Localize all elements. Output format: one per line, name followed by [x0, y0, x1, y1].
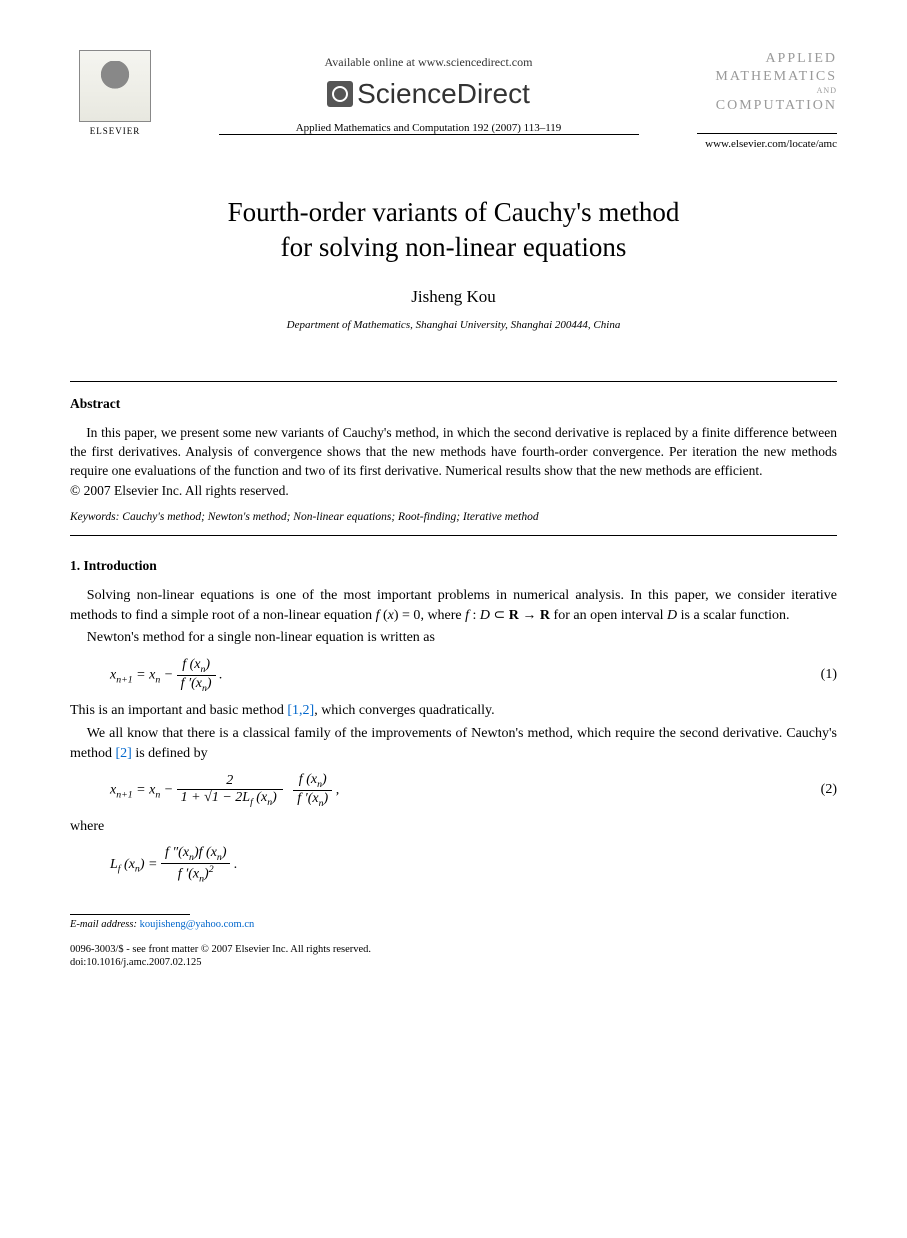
title-line-1: Fourth-order variants of Cauchy's method: [228, 197, 680, 227]
available-online-text: Available online at www.sciencedirect.co…: [160, 55, 697, 70]
paper-title: Fourth-order variants of Cauchy's method…: [70, 195, 837, 265]
copyright-line: © 2007 Elsevier Inc. All rights reserved…: [70, 483, 837, 499]
equation-1: xn+1 = xn − f (xn) f ′(xn) . (1): [110, 657, 837, 694]
locate-url: www.elsevier.com/locate/amc: [697, 133, 837, 150]
paragraph: We all know that there is a classical fa…: [70, 724, 837, 765]
equation-number: (2): [797, 782, 837, 798]
journal-logo-line: APPLIED: [697, 50, 837, 68]
journal-logo-block: APPLIED MATHEMATICS AND COMPUTATION www.…: [697, 50, 837, 150]
equation-content: xn+1 = xn − f (xn) f ′(xn) .: [110, 657, 797, 694]
author-affiliation: Department of Mathematics, Shanghai Univ…: [70, 319, 837, 331]
email-label: E-mail address:: [70, 919, 137, 930]
equation-content: xn+1 = xn − 2 1 + √1 − 2Lf (xn) f (xn) f…: [110, 772, 797, 809]
elsevier-label: ELSEVIER: [70, 126, 160, 136]
divider: [70, 381, 837, 382]
journal-reference: Applied Mathematics and Computation 192 …: [160, 122, 697, 134]
footer-rule: [70, 914, 190, 915]
author-name: Jisheng Kou: [70, 287, 837, 307]
equation-number: (1): [797, 667, 837, 683]
divider: [70, 535, 837, 536]
doi-line: doi:10.1016/j.amc.2007.02.125: [70, 957, 837, 968]
paragraph: where: [70, 817, 837, 837]
page-header: ELSEVIER Available online at www.science…: [70, 50, 837, 150]
keywords-line: Keywords: Cauchy's method; Newton's meth…: [70, 511, 837, 523]
email-line: E-mail address: koujisheng@yahoo.com.cn: [70, 919, 837, 930]
abstract-heading: Abstract: [70, 396, 837, 412]
citation-link[interactable]: [1,2]: [287, 703, 314, 718]
paragraph: This is an important and basic method [1…: [70, 701, 837, 721]
keywords-label: Keywords:: [70, 511, 119, 523]
equation-2: xn+1 = xn − 2 1 + √1 − 2Lf (xn) f (xn) f…: [110, 772, 837, 809]
sciencedirect-text: ScienceDirect: [357, 78, 530, 110]
keywords-text: Cauchy's method; Newton's method; Non-li…: [119, 511, 538, 523]
paragraph: Newton's method for a single non-linear …: [70, 628, 837, 648]
page-footer: E-mail address: koujisheng@yahoo.com.cn …: [70, 914, 837, 968]
sciencedirect-logo: ScienceDirect: [160, 78, 697, 110]
paragraph: Solving non-linear equations is one of t…: [70, 586, 837, 627]
front-matter-line: 0096-3003/$ - see front matter © 2007 El…: [70, 944, 837, 955]
title-line-2: for solving non-linear equations: [281, 232, 627, 262]
body-text: where: [70, 817, 837, 837]
equation-lf: Lf (xn) = f ″(xn)f (xn) f ′(xn)2 .: [110, 845, 837, 884]
elsevier-logo: ELSEVIER: [70, 50, 160, 136]
center-rule: [219, 134, 639, 135]
header-center: Available online at www.sciencedirect.co…: [160, 50, 697, 135]
email-link[interactable]: koujisheng@yahoo.com.cn: [140, 919, 255, 930]
sciencedirect-icon: [327, 81, 353, 107]
elsevier-tree-icon: [79, 50, 151, 122]
equation-content: Lf (xn) = f ″(xn)f (xn) f ′(xn)2 .: [110, 845, 837, 884]
journal-logo-line: COMPUTATION: [697, 97, 837, 115]
introduction-body: Solving non-linear equations is one of t…: [70, 586, 837, 649]
abstract-body: In this paper, we present some new varia…: [70, 424, 837, 481]
journal-logo-line: MATHEMATICS: [697, 68, 837, 86]
abstract-paragraph: In this paper, we present some new varia…: [70, 424, 837, 481]
citation-link[interactable]: [2]: [116, 746, 132, 761]
journal-logo-and: AND: [697, 86, 837, 96]
body-text: This is an important and basic method [1…: [70, 701, 837, 764]
section-heading: 1. Introduction: [70, 558, 837, 574]
